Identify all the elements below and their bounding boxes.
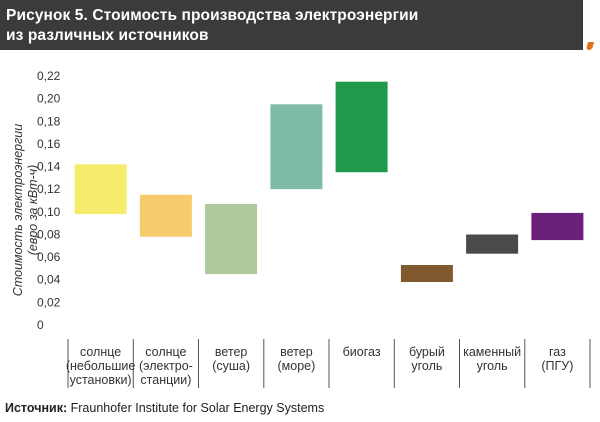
y-axis-label-line-2: (евро за кВт-ч) xyxy=(26,165,40,256)
category-label-line: ветер xyxy=(215,345,248,359)
y-tick-label: 0,18 xyxy=(37,114,61,128)
range-bar-5 xyxy=(335,81,388,173)
range-bar-2 xyxy=(139,194,192,237)
category-label-line: солнце xyxy=(80,345,121,359)
y-tick-label: 0,22 xyxy=(37,69,61,83)
range-bar-3 xyxy=(205,203,258,275)
range-bar-7 xyxy=(466,234,519,254)
y-axis-label-line-1: Стоимость электроэнергии xyxy=(11,124,25,296)
category-label-line: (небольшие xyxy=(66,359,136,373)
source-note: Источник: Fraunhofer Institute for Solar… xyxy=(5,401,324,415)
y-tick-label: 0,14 xyxy=(37,160,61,174)
category-label-line: солнце xyxy=(145,345,186,359)
y-tick-label: 0,10 xyxy=(37,205,61,219)
category-labels: солнце(небольшиеустановки)солнце(электро… xyxy=(66,345,574,387)
category-label-line: ветер xyxy=(280,345,313,359)
range-bar-4 xyxy=(270,104,323,190)
y-axis-label: Стоимость электроэнергии (евро за кВт-ч) xyxy=(11,124,40,296)
y-tick-label: 0,04 xyxy=(37,273,61,287)
category-label-line: газ xyxy=(549,345,566,359)
category-label-line: (ПГУ) xyxy=(541,359,573,373)
range-bar-6 xyxy=(400,265,453,282)
y-tick-label: 0,12 xyxy=(37,182,61,196)
range-bars xyxy=(74,81,584,282)
category-label-line: уголь xyxy=(477,359,508,373)
y-tick-label: 0,06 xyxy=(37,250,61,264)
category-label-line: каменный xyxy=(463,345,521,359)
y-tick-label: 0 xyxy=(37,318,44,332)
source-text: Fraunhofer Institute for Solar Energy Sy… xyxy=(67,401,325,415)
y-tick-label: 0,16 xyxy=(37,137,61,151)
range-bar-1 xyxy=(74,164,127,215)
category-label-line: (море) xyxy=(278,359,316,373)
y-axis-ticks: 0 0,02 0,04 0,06 0,08 0,10 0,12 0,14 0,16 0,18 0,2… xyxy=(37,69,61,332)
category-label-line: установки) xyxy=(70,373,132,387)
category-label-line: станции) xyxy=(140,373,191,387)
figure-title-line-2: из различных источников xyxy=(6,27,209,44)
category-label-line: биогаз xyxy=(343,345,381,359)
y-tick-label: 0,08 xyxy=(37,227,61,241)
category-label-line: бурый xyxy=(409,345,445,359)
y-tick-label: 0,20 xyxy=(37,92,61,106)
figure-title-line-1: Рисунок 5. Стоимость производства электр… xyxy=(6,7,419,24)
range-bar-8 xyxy=(531,212,584,241)
category-label-line: (суша) xyxy=(212,359,250,373)
category-dividers xyxy=(67,339,591,388)
y-tick-label: 0,02 xyxy=(37,295,61,309)
category-label-line: уголь xyxy=(411,359,442,373)
figure-title-bar: Рисунок 5. Стоимость производства электр… xyxy=(0,0,583,50)
source-label: Источник: xyxy=(5,401,68,415)
category-label-line: (электро- xyxy=(139,359,193,373)
